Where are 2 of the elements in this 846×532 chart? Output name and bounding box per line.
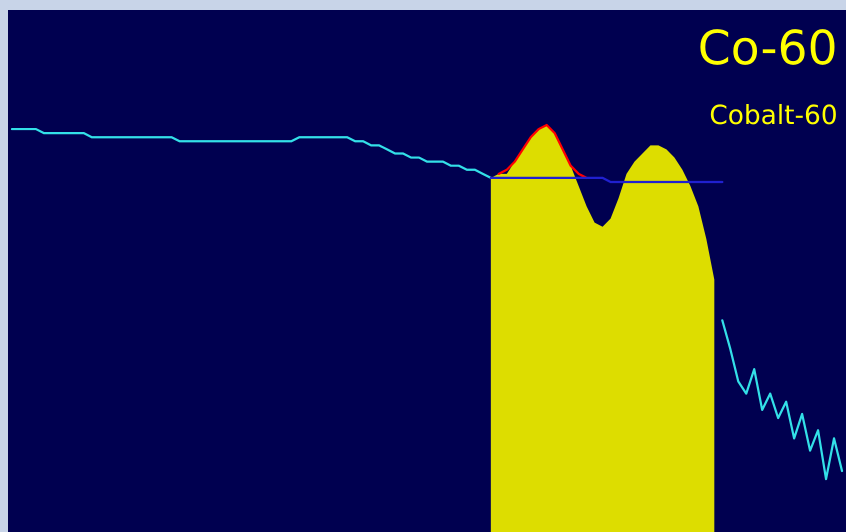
chart-subtitle: Cobalt-60 bbox=[710, 104, 836, 124]
chart-title: Co-60 bbox=[700, 29, 834, 65]
